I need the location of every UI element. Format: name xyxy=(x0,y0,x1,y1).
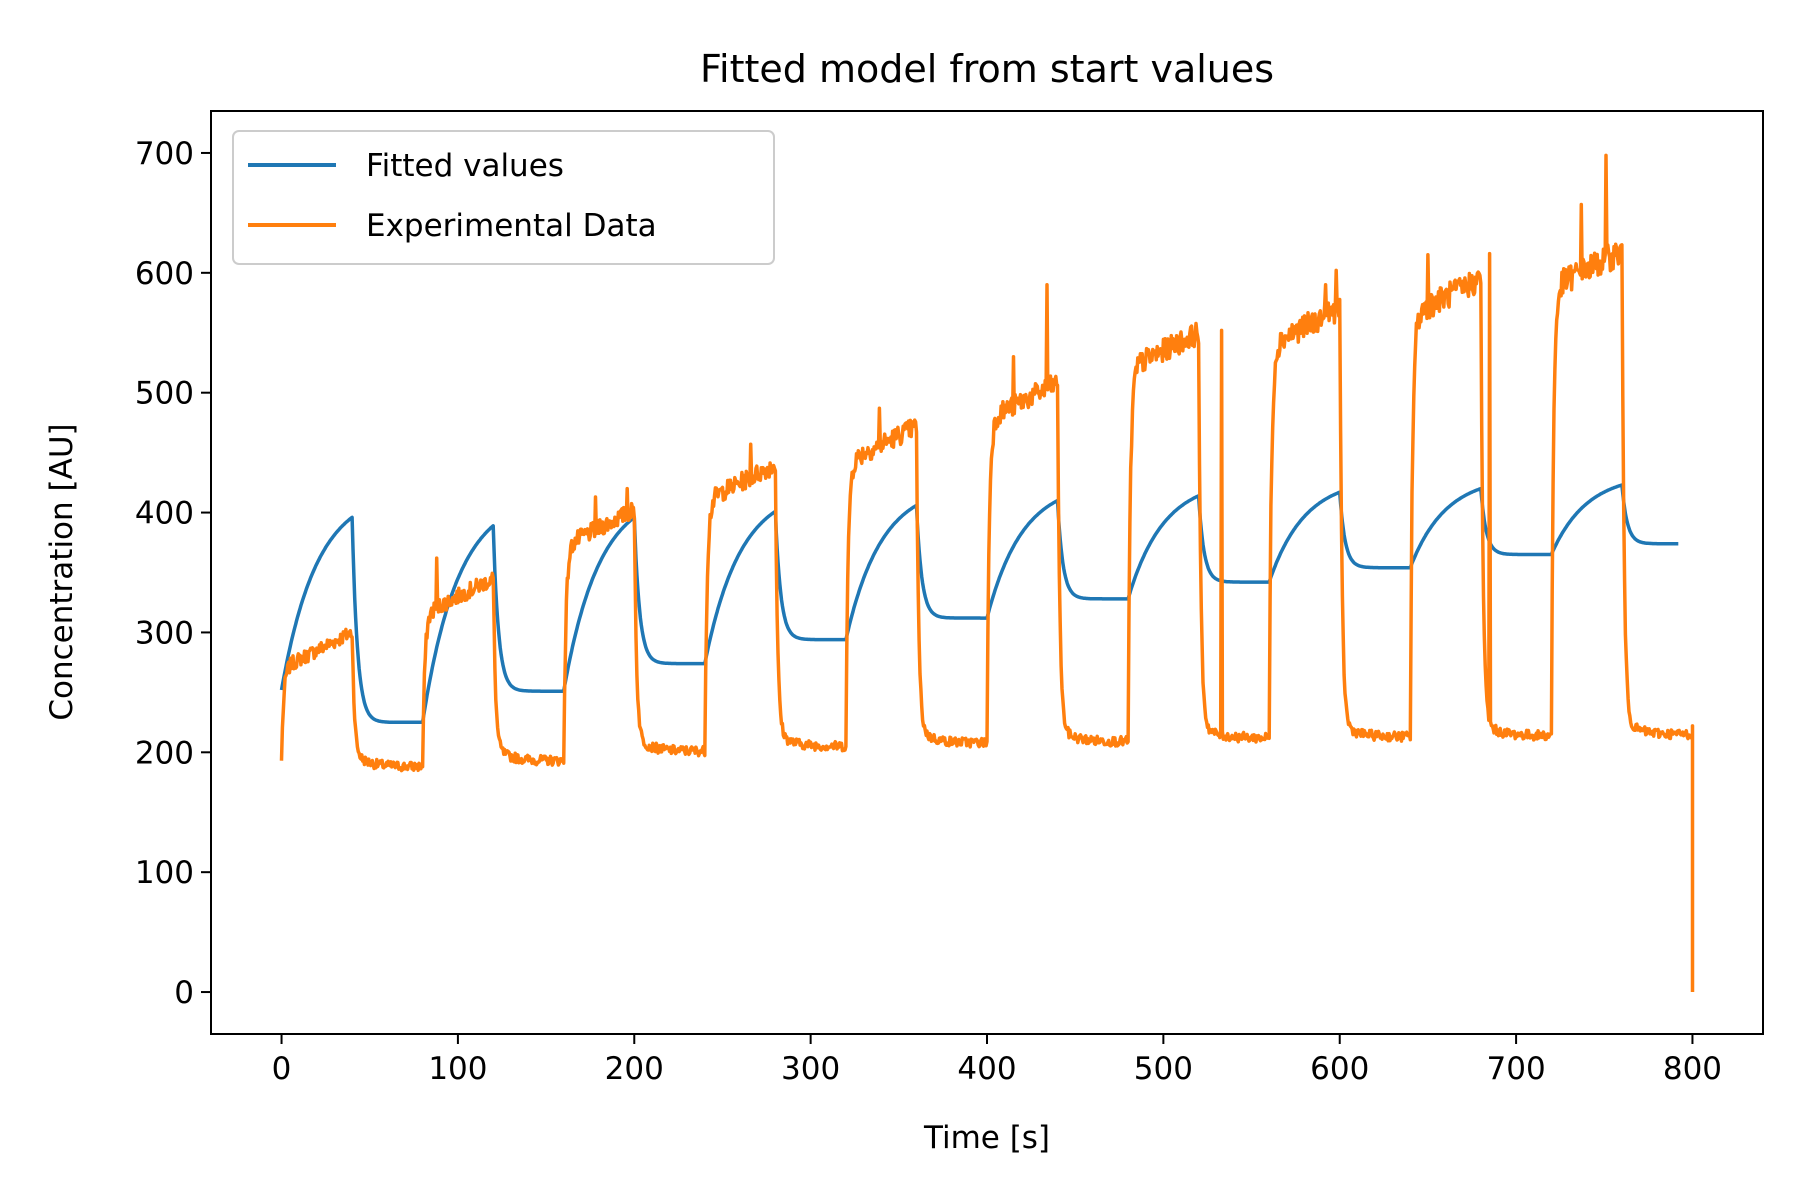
x-tick-label: 500 xyxy=(1134,1051,1193,1087)
legend-box xyxy=(232,130,775,265)
chart-title: Fitted model from start values xyxy=(700,47,1274,91)
series-line-experimental xyxy=(279,153,1695,992)
x-tick-label: 300 xyxy=(781,1051,840,1087)
x-axis-label: Time [s] xyxy=(923,1120,1050,1156)
legend: Fitted values Experimental Data xyxy=(232,130,775,265)
y-tick-label: 300 xyxy=(135,615,194,651)
y-tick-label: 200 xyxy=(135,735,194,771)
x-tick-label: 0 xyxy=(272,1051,292,1087)
x-tick-label: 200 xyxy=(605,1051,664,1087)
x-tick-label: 600 xyxy=(1310,1051,1369,1087)
x-axis: 0 100 200 300 400 500 600 700 800 xyxy=(272,1034,1722,1087)
x-tick-label: 800 xyxy=(1663,1051,1722,1087)
y-tick-label: 700 xyxy=(135,136,194,172)
x-tick-label: 700 xyxy=(1487,1051,1546,1087)
legend-label-experimental: Experimental Data xyxy=(366,208,657,244)
series-line-fitted xyxy=(279,483,1680,725)
x-tick-label: 400 xyxy=(957,1051,1016,1087)
legend-label-fitted: Fitted values xyxy=(366,148,564,184)
y-tick-label: 500 xyxy=(135,376,194,412)
y-tick-label: 0 xyxy=(174,975,194,1011)
y-axis-label: Concentration [AU] xyxy=(44,423,80,720)
x-tick-label: 100 xyxy=(428,1051,487,1087)
y-tick-label: 600 xyxy=(135,256,194,292)
y-axis: 0 100 200 300 400 500 600 700 xyxy=(135,136,211,1011)
y-tick-label: 100 xyxy=(135,855,194,891)
y-tick-label: 400 xyxy=(135,496,194,532)
plot-lines xyxy=(279,153,1695,992)
